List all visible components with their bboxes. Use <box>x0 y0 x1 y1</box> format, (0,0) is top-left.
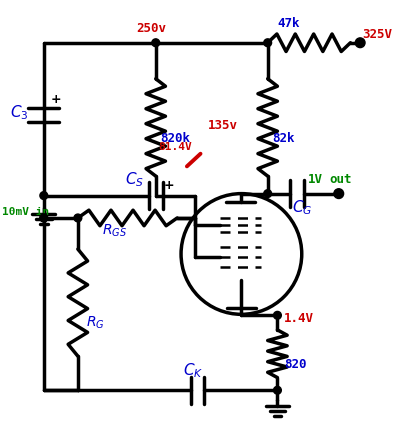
Text: 47k: 47k <box>278 17 300 30</box>
Text: $C_S$: $C_S$ <box>125 170 144 189</box>
Text: 81.4V: 81.4V <box>159 142 192 152</box>
Text: $C_3$: $C_3$ <box>10 103 28 123</box>
Circle shape <box>264 39 272 47</box>
Circle shape <box>355 38 365 48</box>
Circle shape <box>40 214 48 222</box>
Text: 820k: 820k <box>161 132 190 145</box>
Text: 325V: 325V <box>362 28 392 41</box>
Text: 135v: 135v <box>208 120 238 132</box>
Text: 1V: 1V <box>308 173 323 186</box>
Circle shape <box>334 189 344 198</box>
Circle shape <box>40 214 48 222</box>
Circle shape <box>274 311 281 319</box>
Text: out: out <box>329 173 352 186</box>
Text: $R_{GS}$: $R_{GS}$ <box>102 223 127 239</box>
Circle shape <box>152 39 160 47</box>
Circle shape <box>74 214 82 222</box>
Text: $C_K$: $C_K$ <box>183 362 203 380</box>
Circle shape <box>264 190 272 197</box>
Text: 82k: 82k <box>272 132 295 145</box>
Circle shape <box>274 386 281 394</box>
Circle shape <box>40 192 48 200</box>
Text: 820: 820 <box>284 358 307 371</box>
Text: 1.4V: 1.4V <box>284 312 314 325</box>
Text: $R_G$: $R_G$ <box>86 315 105 331</box>
Text: 250v: 250v <box>136 22 166 35</box>
Text: +: + <box>164 179 174 192</box>
Text: 10mV in: 10mV in <box>2 207 49 217</box>
Text: $C_G$: $C_G$ <box>292 198 312 217</box>
Text: +: + <box>51 93 61 106</box>
